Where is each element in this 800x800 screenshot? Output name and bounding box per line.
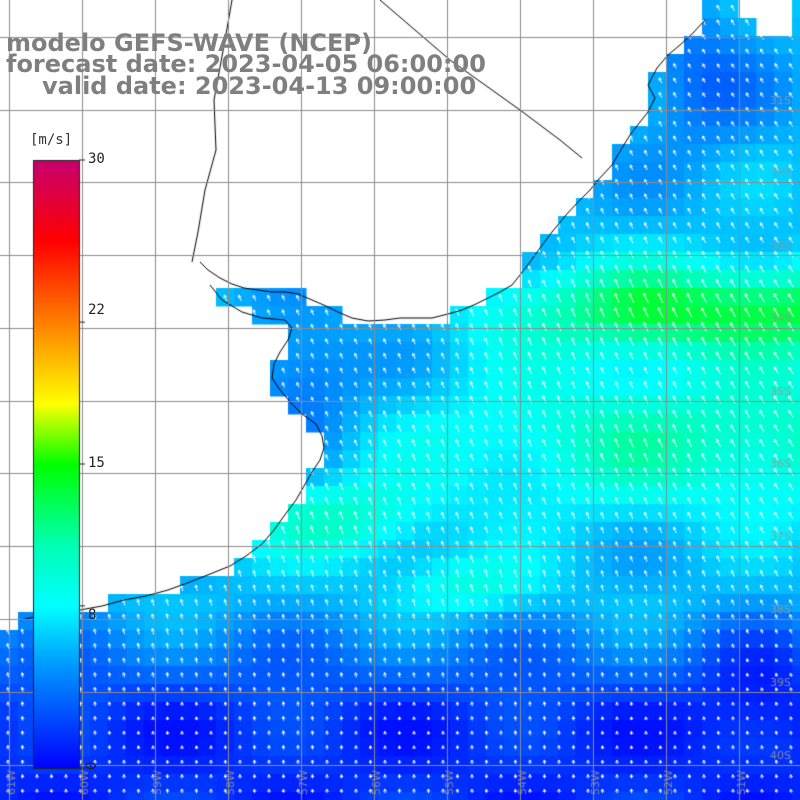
colorbar-tick-8: 8	[88, 607, 97, 623]
colorbar-tick-0: 0	[84, 761, 100, 770]
valid-date-title: valid date: 2023-04-13 09:00:00	[42, 72, 477, 100]
colorbar-unit-label: [m/s]	[30, 132, 73, 148]
colorbar-tick-15: 15	[88, 455, 105, 471]
forecast-date-title: forecast date: 2023-04-05 06:00:00	[6, 50, 486, 78]
colorbar-tick-30: 30	[88, 151, 105, 167]
model-title: modelo GEFS-WAVE (NCEP)	[6, 29, 372, 57]
colorbar-tick-22: 22	[88, 302, 105, 318]
